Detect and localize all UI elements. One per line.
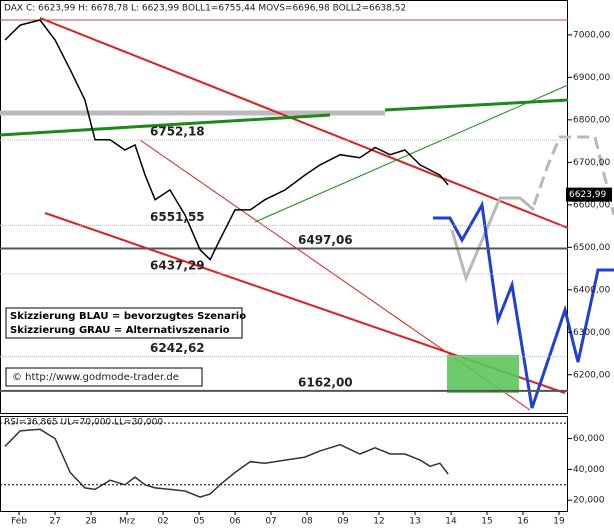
x-tick-label: 27 bbox=[49, 517, 60, 527]
y-tick-label: 6200,00 bbox=[573, 370, 610, 380]
x-tick-label: 19 bbox=[553, 517, 565, 527]
y-tick-label: 6400,00 bbox=[573, 285, 610, 295]
note: Skizzierung GRAU = Alternativszenario bbox=[10, 325, 230, 336]
source: © http://www.godmode-trader.de bbox=[12, 372, 179, 383]
y-tick-label: 60,000 bbox=[573, 434, 605, 444]
price-line bbox=[4, 19, 449, 261]
x-tick-label: 15 bbox=[481, 517, 492, 527]
main-frame bbox=[0, 0, 568, 414]
note-box bbox=[5, 307, 243, 339]
rsi-frame bbox=[0, 416, 568, 512]
notes: Skizzierung BLAU = bevorzugtes Szenario … bbox=[5, 307, 246, 387]
last-price-box bbox=[566, 187, 612, 202]
x-tick-label: 13 bbox=[409, 517, 420, 527]
y-tick-label: 6300,00 bbox=[573, 328, 610, 338]
level-label: 6497,06 bbox=[298, 233, 353, 247]
x-tick-label: 08 bbox=[301, 517, 313, 527]
y-tick-label: 6600,00 bbox=[573, 200, 610, 210]
y-tick-label: 6900,00 bbox=[573, 73, 610, 83]
note: Skizzierung BLAU = bevorzugtes Szenario bbox=[10, 311, 246, 322]
x-tick-label: 07 bbox=[265, 517, 276, 527]
y-tick-label: 40,000 bbox=[573, 465, 605, 475]
x-tick-label: 09 bbox=[337, 517, 349, 527]
y-tick-label: 6500,00 bbox=[573, 243, 610, 253]
red-trendline bbox=[39, 17, 569, 229]
chart-title: DAX C: 6623,99 H: 6678,78 L: 6623,99 BOL… bbox=[4, 4, 406, 14]
y-tick-label: 6800,00 bbox=[573, 115, 610, 125]
level-label: 6551,55 bbox=[150, 210, 205, 224]
green-thin-line bbox=[254, 84, 569, 223]
rsi-title: RSI=36,865 UL=70,000 LL=30,000 bbox=[4, 418, 163, 428]
y-tick-label: 6700,00 bbox=[573, 158, 610, 168]
level-label: 6162,00 bbox=[298, 375, 353, 389]
x-tick-label: Feb bbox=[11, 517, 27, 527]
last-price-label: 6623,99 bbox=[569, 190, 606, 200]
x-tick-label: 28 bbox=[85, 517, 97, 527]
x-tick-label: 02 bbox=[157, 517, 168, 527]
green-trendline bbox=[0, 113, 331, 137]
x-tick-label: 06 bbox=[229, 517, 241, 527]
x-tick-label: 12 bbox=[373, 517, 384, 527]
gray-scenario bbox=[450, 196, 535, 283]
x-tick-label: 16 bbox=[517, 517, 529, 527]
level-label: 6437,29 bbox=[150, 258, 205, 272]
price-line bbox=[4, 428, 449, 498]
green-trendline bbox=[384, 98, 569, 112]
gray-scenario bbox=[532, 135, 614, 216]
note-box bbox=[5, 367, 203, 387]
blue-scenario bbox=[433, 200, 614, 409]
y-tick-label: 20,000 bbox=[573, 496, 605, 506]
target-zone bbox=[447, 355, 519, 393]
x-tick-label: 05 bbox=[193, 517, 204, 527]
x-tick-label: Mrz bbox=[119, 517, 135, 527]
level-label: 6242,62 bbox=[150, 341, 205, 355]
x-tick-label: 14 bbox=[445, 517, 457, 527]
y-tick-label: 7000,00 bbox=[573, 30, 610, 40]
level-label: 6752,18 bbox=[150, 125, 205, 139]
